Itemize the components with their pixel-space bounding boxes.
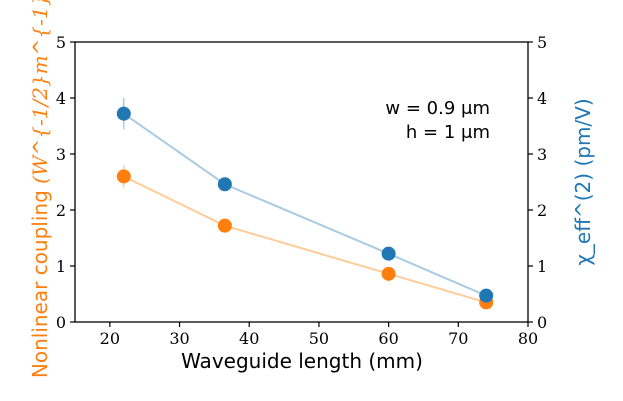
x-tick-label: 30 [169,329,189,348]
series-left-line [123,175,487,304]
y-right-tick-label: 4 [537,89,547,108]
series-right-point [479,288,494,303]
annotation-width: w = 0.9 μm [385,98,490,119]
y-axis-left-title: Nonlinear coupling (W^{-1/2}m^{-1}) [28,0,52,378]
annotation-height: h = 1 μm [406,122,490,143]
y-left-tick-label: 5 [56,33,66,52]
x-tick-label: 80 [518,329,538,348]
series-left-point [381,266,396,281]
y-right-tick-label: 3 [537,145,547,164]
series-right-point [116,106,131,121]
y-axis-left-label: Nonlinear coupling [28,190,52,378]
axes-layer: 20 30 40 50 60 70 800 01 12 23 34 45 5 [56,33,547,348]
plot-frame [74,41,529,323]
y-left-tick-label: 2 [56,201,66,220]
series-right-point [217,177,232,192]
y-right-tick-label: 0 [537,313,547,332]
x-tick-label: 40 [239,329,259,348]
y-left-tick-label: 4 [56,89,66,108]
y-left-tick-label: 1 [56,257,66,276]
series-right-point [381,246,396,261]
y-right-tick-label: 5 [537,33,547,52]
series-left-point [217,218,232,233]
x-tick-label: 70 [448,329,468,348]
y-axis-left-unit: (W^{-1/2}m^{-1}) [28,0,52,184]
y-right-tick-label: 2 [537,201,547,220]
y-axis-right-title: χ_eff^(2) (pm/V) [571,98,595,265]
y-left-tick-label: 0 [56,313,66,332]
x-axis-title: Waveguide length (mm) [181,349,423,373]
y-right-tick-label: 1 [537,257,547,276]
series-right-line [123,112,487,297]
series-layer [116,98,494,310]
y-left-tick-label: 3 [56,145,66,164]
series-left-point [116,169,131,184]
x-tick-label: 60 [378,329,398,348]
x-tick-label: 20 [100,329,120,348]
x-tick-label: 50 [309,329,329,348]
